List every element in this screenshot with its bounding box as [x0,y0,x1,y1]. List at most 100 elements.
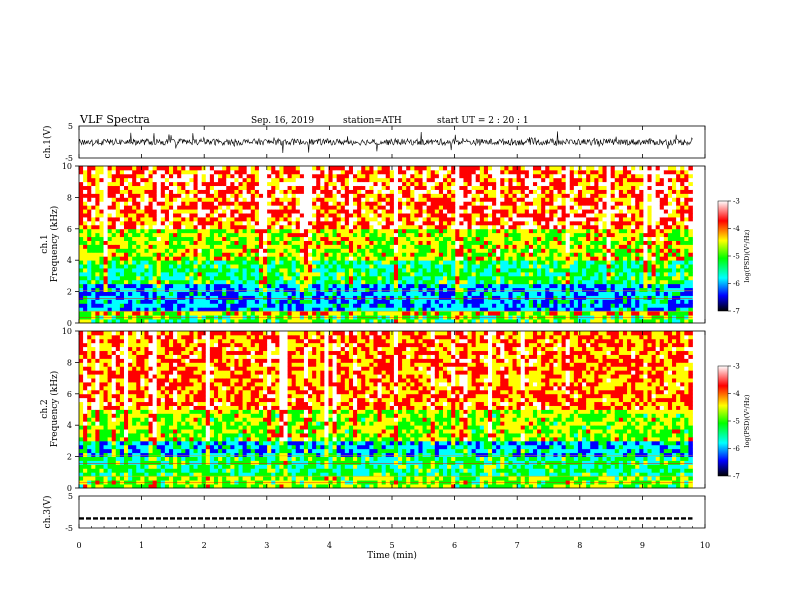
ch1-spectrogram-cell [541,197,546,202]
ch1-spectrogram-cell [504,271,509,277]
ch1-spectrogram-cell [373,268,378,273]
ch1-spectrogram-cell [250,220,256,226]
ch1-spectrogram-cell [242,275,248,281]
ch1-spectrogram-cell [316,193,321,198]
ch1-spectrogram-cell [189,185,194,190]
ch1-spectrogram-cell [463,193,468,198]
ch1-spectrogram-cell [283,319,288,324]
ch1-spectrogram-cell [156,220,162,226]
ch1-spectrogram-cell [254,177,260,183]
ch1-spectrogram-cell [561,169,567,175]
ch1-spectrogram-cell [434,201,440,206]
ch1-spectrogram-cell [213,319,219,324]
ch1-spectrogram-cell [565,213,571,218]
ch1-spectrogram-cell [111,213,117,218]
ch1-spectrogram-cell [516,271,522,277]
ch1-spectrogram-cell [213,287,219,293]
ch1-spectrogram-cell [496,307,501,312]
ch1-spectrogram-cell [381,303,387,308]
ch1-spectrogram-cell [361,264,366,269]
ch1-spectrogram-cell [524,197,530,202]
ch1-spectrogram-cell [492,166,497,171]
ch1-spectrogram-cell [193,213,199,218]
ch1-spectrogram-cell [541,291,546,296]
ch1-spectrogram-cell [487,193,493,198]
ch1-spectrogram-cell [500,283,505,289]
ch1-spectrogram-cell [267,244,272,249]
ch1-spectrogram-cell [516,181,522,187]
ch1-spectrogram-cell [115,189,121,194]
ch1-spectrogram-cell [230,232,235,238]
ch1-spectrogram-cell [479,177,485,183]
ch1-spectrogram-cell [144,201,149,206]
ch1-spectrogram-cell [582,181,587,187]
ch1-spectrogram-cell [107,256,113,261]
ch1-spectrogram-cell [389,205,395,210]
ch1-spectrogram-cell [271,295,276,300]
ch1-spectrogram-cell [393,303,399,308]
ch1-spectrogram-cell [103,224,109,230]
ch1-spectrogram-cell [377,220,383,226]
ch1-spectrogram-cell [467,185,473,190]
ch1-spectrogram-cell [582,205,587,210]
ch1-spectrogram-cell [250,256,256,261]
ch1-spectrogram-cell [107,193,113,198]
ch1-spectrogram-cell [447,283,452,289]
ch1-spectrogram-cell [381,201,387,206]
ch1-spectrogram-cell [475,166,481,171]
ch1-spectrogram-cell [136,283,141,289]
ch1-spectrogram-cell [140,275,145,281]
ch1-spectrogram-cell [365,244,370,249]
ch1-spectrogram-cell [373,217,378,222]
ch1-spectrogram-cell [455,220,460,226]
ch1-spectrogram-cell [414,217,419,222]
ch1-spectrogram-cell [271,220,276,226]
ch1-spectrogram-cell [492,252,497,257]
ch1-spectrogram-cell [160,166,166,171]
ch1-spectrogram-cell [291,260,297,265]
ch1-spectrogram-cell [504,217,509,222]
ch1-spectrogram-cell [516,201,522,206]
ch1-spectrogram-cell [213,169,219,175]
ch1-spectrogram-cell [365,232,370,238]
ch1-spectrogram-cell [443,173,448,179]
ch1-spectrogram-cell [353,166,358,171]
ch1-spectrogram-cell [520,166,526,171]
ch1-spectrogram-cell [291,268,297,273]
ch1-spectrogram-cell [492,319,497,324]
ch1-spectrogram-cell [512,264,518,269]
ch1-spectrogram-cell [177,260,182,265]
ch1-spectrogram-cell [541,319,546,324]
ch1-spectrogram-cell [365,248,370,253]
ch1-spectrogram-cell [79,268,84,273]
ch1-spectrogram-cell [312,307,317,312]
ch1-spectrogram-cell [565,166,571,171]
ch1-spectrogram-cell [569,173,575,179]
ch1-spectrogram-cell [115,303,121,308]
ch1-spectrogram-cell [430,303,436,308]
ch1-spectrogram-cell [426,311,432,316]
ch1-spectrogram-cell [406,248,411,253]
ch1-spectrogram-cell [115,228,121,234]
ch1-spectrogram-cell [528,201,534,206]
ch1-spectrogram-cell [123,177,129,183]
ch1-spectrogram-cell [500,260,505,265]
ch1-spectrogram-cell [545,197,550,202]
ch1-spectrogram-cell [500,209,505,214]
ch1-spectrogram-cell [132,275,137,281]
ch1-spectrogram-cell [295,177,301,183]
ch1-spectrogram-cell [385,260,391,265]
ch1-spectrogram-cell [250,240,256,245]
ch1-spectrogram-cell [209,169,215,175]
ch1-spectrogram-cell [402,177,407,183]
ch1-spectrogram-cell [197,228,203,234]
ch1-spectrogram-cell [230,275,235,281]
ch1-spectrogram-cell [91,232,96,238]
ch1-spectrogram-cell [79,244,84,249]
ch1-spectrogram-cell [271,279,276,285]
ch1-spectrogram-cell [398,209,403,214]
ch1-spectrogram-cell [140,283,145,289]
ch1-spectrogram-cell [344,252,350,257]
ch1-spectrogram-cell [303,217,309,222]
ch1-spectrogram-cell [148,169,154,175]
